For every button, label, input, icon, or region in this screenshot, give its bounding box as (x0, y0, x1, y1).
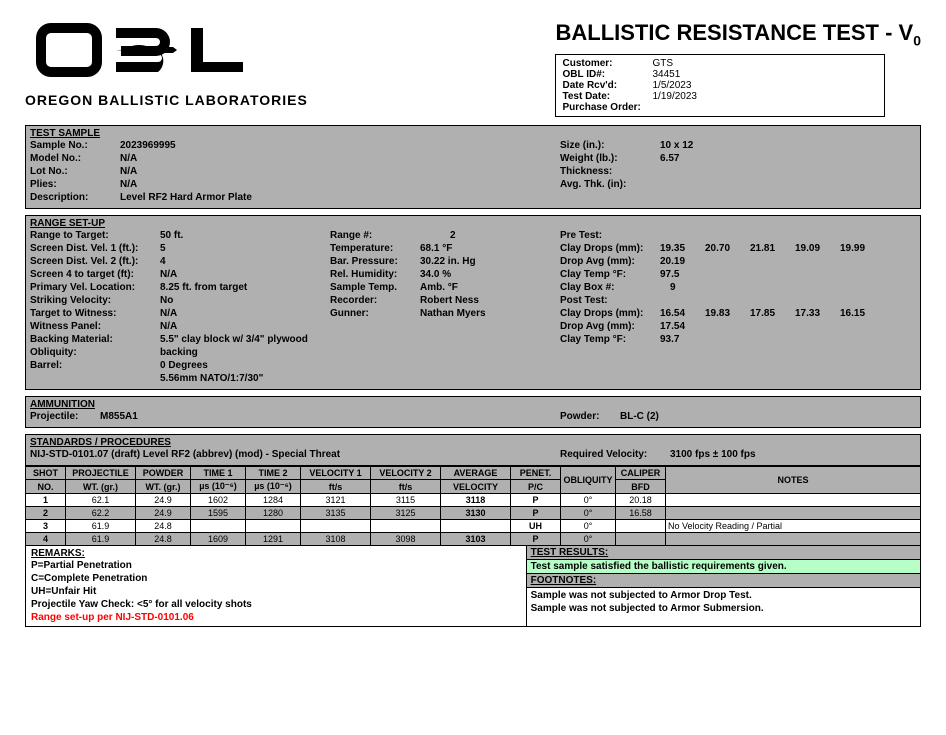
table-cell: 3121 (301, 494, 371, 507)
oblid-label: OBL ID#: (562, 69, 652, 80)
table-cell: 24.8 (136, 533, 191, 546)
report-title: BALLISTIC RESISTANCE TEST - V0 (555, 20, 921, 48)
table-cell: P (511, 533, 561, 546)
table-cell: 1609 (191, 533, 246, 546)
table-cell: 16.58 (616, 507, 666, 520)
table-cell: 61.9 (66, 520, 136, 533)
range-setup-section: RANGE SET-UP Range to Target: Screen Dis… (25, 215, 921, 390)
oblid-value: 34451 (652, 69, 680, 80)
obl-logo (31, 20, 301, 90)
table-cell: UH (511, 520, 561, 533)
table-cell: 1284 (246, 494, 301, 507)
standards-section: STANDARDS / PROCEDURES NIJ-STD-0101.07 (… (25, 434, 921, 466)
table-cell (301, 520, 371, 533)
table-cell: 1 (26, 494, 66, 507)
table-cell: 3135 (301, 507, 371, 520)
customer-value: GTS (652, 58, 673, 69)
table-row: 162.124.916021284312131153118P0°20.18 (26, 494, 921, 507)
table-cell: 0° (561, 533, 616, 546)
table-cell (666, 494, 921, 507)
logo-block: OREGON BALLISTIC LABORATORIES (25, 20, 308, 108)
table-cell: No Velocity Reading / Partial (666, 520, 921, 533)
table-row: 461.924.816091291310830983103P0° (26, 533, 921, 546)
sample-model: N/A (120, 152, 560, 165)
table-cell: P (511, 507, 561, 520)
remarks-results-block: REMARKS: P=Partial Penetration C=Complet… (25, 546, 921, 627)
table-cell: 24.9 (136, 494, 191, 507)
remarks-panel: REMARKS: P=Partial Penetration C=Complet… (26, 546, 527, 626)
table-cell: 62.2 (66, 507, 136, 520)
table-cell: 1595 (191, 507, 246, 520)
table-cell: 3 (26, 520, 66, 533)
table-cell: 61.9 (66, 533, 136, 546)
ammunition-section: AMMUNITION Projectile: M855A1 Powder: BL… (25, 396, 921, 428)
table-cell: 2 (26, 507, 66, 520)
results-panel: TEST RESULTS: Test sample satisfied the … (527, 546, 920, 626)
table-cell: 3115 (371, 494, 441, 507)
sample-lot: N/A (120, 165, 560, 178)
table-cell: 3118 (441, 494, 511, 507)
customer-label: Customer: (562, 58, 652, 69)
table-cell: 0° (561, 494, 616, 507)
table-cell: P (511, 494, 561, 507)
shot-data-table: SHOT PROJECTILE POWDER TIME 1 TIME 2 VEL… (25, 466, 921, 546)
title-block: BALLISTIC RESISTANCE TEST - V0 Customer:… (555, 20, 921, 117)
table-cell (441, 520, 511, 533)
rcvd-label: Date Rcv'd: (562, 80, 652, 91)
po-label: Purchase Order: (562, 102, 652, 113)
table-cell (666, 507, 921, 520)
testdate-label: Test Date: (562, 91, 652, 102)
table-cell: 0° (561, 520, 616, 533)
logo-subtitle: OREGON BALLISTIC LABORATORIES (25, 92, 308, 108)
table-cell: 20.18 (616, 494, 666, 507)
table-cell: 24.9 (136, 507, 191, 520)
table-row: 262.224.915951280313531253130P0°16.58 (26, 507, 921, 520)
table-cell (616, 533, 666, 546)
test-sample-title: TEST SAMPLE (30, 128, 916, 139)
report-header: OREGON BALLISTIC LABORATORIES BALLISTIC … (25, 20, 921, 117)
table-cell (191, 520, 246, 533)
range-setup-title: RANGE SET-UP (30, 218, 916, 229)
table-cell: 4 (26, 533, 66, 546)
table-cell: 62.1 (66, 494, 136, 507)
table-cell (371, 520, 441, 533)
sample-size: 10 x 12 (660, 139, 693, 152)
table-row: 361.924.8 UH0° No Velocity Reading / Parti… (26, 520, 921, 533)
table-cell: 3108 (301, 533, 371, 546)
sample-no: 2023969995 (120, 139, 560, 152)
table-cell: 1280 (246, 507, 301, 520)
testdate-value: 1/19/2023 (652, 91, 697, 102)
table-cell (616, 520, 666, 533)
sample-plies: N/A (120, 178, 560, 191)
customer-info-box: Customer:GTS OBL ID#:34451 Date Rcv'd:1/… (555, 54, 885, 117)
table-cell (666, 533, 921, 546)
test-sample-section: TEST SAMPLE Sample No.: Model No.: Lot N… (25, 125, 921, 209)
test-result-pass: Test sample satisfied the ballistic requ… (527, 560, 920, 573)
rcvd-value: 1/5/2023 (652, 80, 691, 91)
table-cell: 1602 (191, 494, 246, 507)
table-cell: 3103 (441, 533, 511, 546)
table-cell (246, 520, 301, 533)
table-cell: 3130 (441, 507, 511, 520)
table-cell: 3125 (371, 507, 441, 520)
table-cell: 1291 (246, 533, 301, 546)
table-cell: 3098 (371, 533, 441, 546)
sample-wt: 6.57 (660, 152, 693, 165)
sample-desc: Level RF2 Hard Armor Plate (120, 191, 560, 204)
table-cell: 24.8 (136, 520, 191, 533)
table-cell: 0° (561, 507, 616, 520)
